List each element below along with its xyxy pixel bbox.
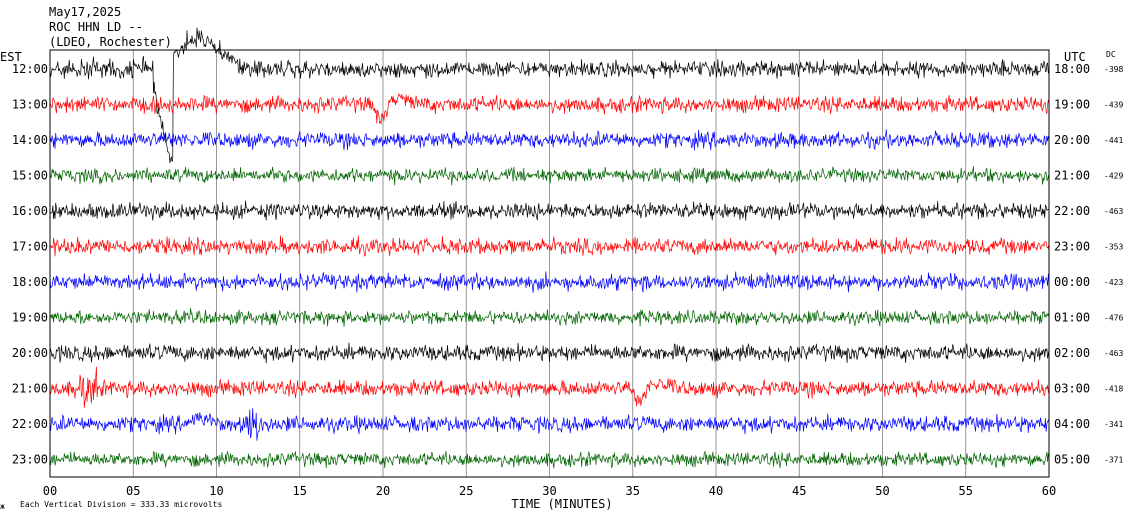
station-code: ROC HHN LD -- bbox=[49, 20, 143, 34]
est-time-label: 12:00 bbox=[12, 62, 48, 76]
vertical-division-note: Each Vertical Division = 333.33 microvol… bbox=[20, 500, 222, 509]
trace-line bbox=[49, 27, 1050, 164]
utc-zone-label: UTC bbox=[1064, 50, 1086, 64]
trace-line bbox=[49, 129, 1050, 151]
est-time-label: 15:00 bbox=[12, 169, 48, 183]
utc-time-label: 03:00 bbox=[1054, 382, 1090, 396]
x-tick-label: 35 bbox=[626, 484, 640, 498]
trace-line bbox=[49, 342, 1050, 364]
est-time-label: 20:00 bbox=[12, 346, 48, 360]
seismic-traces bbox=[49, 27, 1050, 469]
x-tick-label: 60 bbox=[1042, 484, 1056, 498]
est-time-label: 16:00 bbox=[12, 204, 48, 218]
x-tick-label: 45 bbox=[792, 484, 806, 498]
trace-line bbox=[49, 271, 1050, 293]
x-axis-title: TIME (MINUTES) bbox=[511, 497, 612, 511]
utc-time-label: 19:00 bbox=[1054, 98, 1090, 112]
x-tick-label: 40 bbox=[709, 484, 723, 498]
utc-time-label: 00:00 bbox=[1054, 275, 1090, 289]
utc-time-label: 22:00 bbox=[1054, 204, 1090, 218]
utc-time-label: 20:00 bbox=[1054, 133, 1090, 147]
dc-offset-label: -398 bbox=[1104, 65, 1123, 74]
trace-line bbox=[49, 92, 1050, 125]
dc-offset-label: -441 bbox=[1104, 136, 1123, 145]
est-time-label: 13:00 bbox=[12, 98, 48, 112]
dc-offset-label: -476 bbox=[1104, 314, 1123, 323]
grid-lines bbox=[132, 50, 967, 477]
dc-label: DC bbox=[1106, 50, 1116, 59]
plot-frame bbox=[49, 49, 1050, 478]
x-tick-label: 50 bbox=[875, 484, 889, 498]
row-labels: 12:00 18:00 -398 13:00 19:00 -439 14:00 20:00 -4… bbox=[12, 62, 1124, 467]
trace-line bbox=[49, 200, 1050, 221]
est-time-label: 19:00 bbox=[12, 311, 48, 325]
x-axis: 00 05 10 15 20 25 30 35 40 45 50 55 60 bbox=[43, 484, 1056, 498]
x-tick-label: 25 bbox=[459, 484, 473, 498]
dc-offset-label: -418 bbox=[1104, 385, 1123, 394]
utc-time-label: 01:00 bbox=[1054, 311, 1090, 325]
x-tick-label: 10 bbox=[209, 484, 223, 498]
x-tick-label: 15 bbox=[293, 484, 307, 498]
dc-offset-label: -353 bbox=[1104, 243, 1123, 252]
legend-glyph-icon: ж bbox=[0, 502, 5, 511]
station-location: (LDEO, Rochester) bbox=[49, 35, 172, 49]
trace-line bbox=[49, 366, 1050, 408]
utc-time-label: 02:00 bbox=[1054, 346, 1090, 360]
record-date: May17,2025 bbox=[49, 5, 121, 19]
trace-line bbox=[49, 235, 1050, 257]
dc-offset-label: -371 bbox=[1104, 456, 1123, 465]
utc-time-label: 04:00 bbox=[1054, 417, 1090, 431]
utc-time-label: 21:00 bbox=[1054, 169, 1090, 183]
utc-time-label: 23:00 bbox=[1054, 240, 1090, 254]
est-time-label: 14:00 bbox=[12, 133, 48, 147]
est-zone-label: EST bbox=[0, 50, 22, 64]
dc-offset-label: -463 bbox=[1104, 349, 1123, 358]
trace-line bbox=[49, 308, 1050, 327]
x-tick-label: 30 bbox=[542, 484, 556, 498]
trace-line bbox=[49, 166, 1050, 186]
est-time-label: 22:00 bbox=[12, 417, 48, 431]
x-tick-label: 00 bbox=[43, 484, 57, 498]
est-time-label: 17:00 bbox=[12, 240, 48, 254]
utc-time-label: 05:00 bbox=[1054, 453, 1090, 467]
trace-line bbox=[49, 450, 1050, 469]
trace-line bbox=[49, 408, 1050, 441]
utc-time-label: 18:00 bbox=[1054, 62, 1090, 76]
x-tick-label: 20 bbox=[376, 484, 390, 498]
dc-offset-label: -429 bbox=[1104, 172, 1123, 181]
est-time-label: 18:00 bbox=[12, 275, 48, 289]
x-tick-label: 05 bbox=[126, 484, 140, 498]
dc-offset-label: -341 bbox=[1104, 420, 1123, 429]
est-time-label: 21:00 bbox=[12, 382, 48, 396]
dc-offset-label: -423 bbox=[1104, 278, 1123, 287]
est-time-label: 23:00 bbox=[12, 453, 48, 467]
dc-offset-label: -439 bbox=[1104, 101, 1123, 110]
x-tick-label: 55 bbox=[959, 484, 973, 498]
dc-offset-label: -463 bbox=[1104, 207, 1123, 216]
